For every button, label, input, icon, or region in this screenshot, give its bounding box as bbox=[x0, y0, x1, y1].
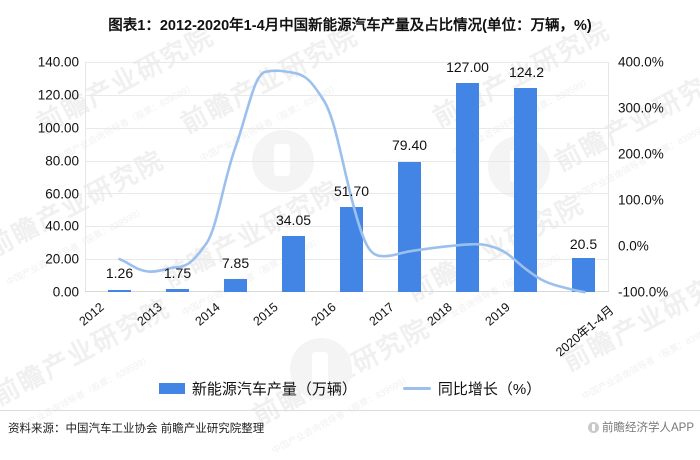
legend-item-growth[interactable]: 同比增长（%） bbox=[402, 378, 542, 399]
bar-2014[interactable] bbox=[224, 279, 247, 292]
x-axis-tick-2013: 2013 bbox=[134, 300, 165, 329]
y-axis-right-tick: 400.0% bbox=[618, 54, 664, 70]
x-axis-tick-2014: 2014 bbox=[192, 300, 223, 329]
brand-mark: 前瞻经济学人APP bbox=[587, 419, 694, 435]
gridline bbox=[85, 160, 609, 162]
brand-logo-icon bbox=[587, 421, 599, 433]
x-axis-tick-2020: 2020年1-4月 bbox=[553, 303, 617, 360]
legend-item-production[interactable]: 新能源汽车产量（万辆） bbox=[158, 378, 357, 399]
y-axis-right-tick: 0.0% bbox=[618, 238, 649, 254]
gridline bbox=[85, 193, 609, 195]
chart-legend: 新能源汽车产量（万辆） 同比增长（%） bbox=[0, 378, 700, 399]
legend-label-production: 新能源汽车产量（万辆） bbox=[191, 381, 357, 398]
bar-label-2017: 79.40 bbox=[391, 137, 428, 153]
chart-title: 图表1：2012-2020年1-4月中国新能源汽车产量及占比情况(单位：万辆，%… bbox=[108, 18, 592, 34]
y-axis-left-tick: 80.00 bbox=[45, 153, 79, 169]
plot-area: 1.26 1.75 7.85 34.05 51.70 79.40 127.00 … bbox=[85, 59, 609, 294]
bar-label-2014: 7.85 bbox=[221, 255, 250, 271]
x-axis-tick-2017: 2017 bbox=[366, 300, 397, 329]
bar-label-2012: 1.26 bbox=[105, 265, 134, 281]
y-axis-left-tick: 0.00 bbox=[52, 284, 79, 300]
line-swatch-icon bbox=[402, 387, 431, 390]
footer-divider bbox=[0, 410, 700, 411]
bar-2012[interactable] bbox=[108, 289, 131, 292]
y-axis-left-tick: 120.00 bbox=[37, 87, 79, 103]
x-axis-tick-2016: 2016 bbox=[308, 300, 339, 329]
y-axis-right-tick: 200.0% bbox=[618, 146, 664, 162]
bar-2016[interactable] bbox=[340, 207, 363, 292]
bar-2013[interactable] bbox=[166, 289, 189, 292]
x-axis-tick-2012: 2012 bbox=[76, 300, 107, 329]
growth-line-series bbox=[118, 69, 586, 294]
y-axis-right-tick: 300.0% bbox=[618, 100, 664, 116]
legend-label-growth: 同比增长（%） bbox=[437, 381, 542, 398]
y-axis-left-tick: 20.00 bbox=[45, 251, 79, 267]
y-axis-left-tick: 40.00 bbox=[45, 218, 79, 234]
bar-2019[interactable] bbox=[514, 87, 537, 292]
y-axis-right-tick: 100.0% bbox=[618, 192, 664, 208]
x-axis-tick-2018: 2018 bbox=[424, 300, 455, 329]
bar-label-2020: 20.5 bbox=[569, 236, 598, 252]
bar-2018[interactable] bbox=[456, 83, 479, 292]
bar-label-2018: 127.00 bbox=[446, 59, 489, 75]
chart-container: 前瞻产业研究院 中国产业咨询领导者（股票：839599） 前瞻产业研究院 中国产业咨… bbox=[0, 14, 700, 456]
y-axis-left-tick: 100.00 bbox=[37, 120, 79, 136]
y-axis-left-tick: 140.00 bbox=[37, 54, 79, 70]
x-axis-tick-2019: 2019 bbox=[482, 300, 513, 329]
gridline bbox=[85, 94, 609, 96]
bar-2015[interactable] bbox=[282, 236, 305, 292]
gridline bbox=[85, 62, 609, 63]
bar-2020[interactable] bbox=[572, 258, 595, 292]
bar-label-2013: 1.75 bbox=[163, 265, 192, 281]
x-axis-tick-2015: 2015 bbox=[250, 300, 281, 329]
bar-label-2019: 124.2 bbox=[508, 64, 545, 80]
bar-label-2015: 34.05 bbox=[275, 212, 312, 228]
bar-swatch-icon bbox=[158, 383, 185, 394]
source-text: 资料来源：中国汽车工业协会 前瞻产业研究院整理 bbox=[8, 423, 265, 435]
gridline bbox=[85, 127, 609, 129]
brand-label: 前瞻经济学人APP bbox=[601, 422, 694, 434]
bar-label-2016: 51.70 bbox=[333, 183, 370, 199]
bar-2017[interactable] bbox=[398, 161, 421, 292]
y-axis-left-tick: 60.00 bbox=[45, 186, 79, 202]
plot-border bbox=[85, 62, 609, 292]
y-axis-right-tick: -100.0% bbox=[618, 284, 669, 300]
